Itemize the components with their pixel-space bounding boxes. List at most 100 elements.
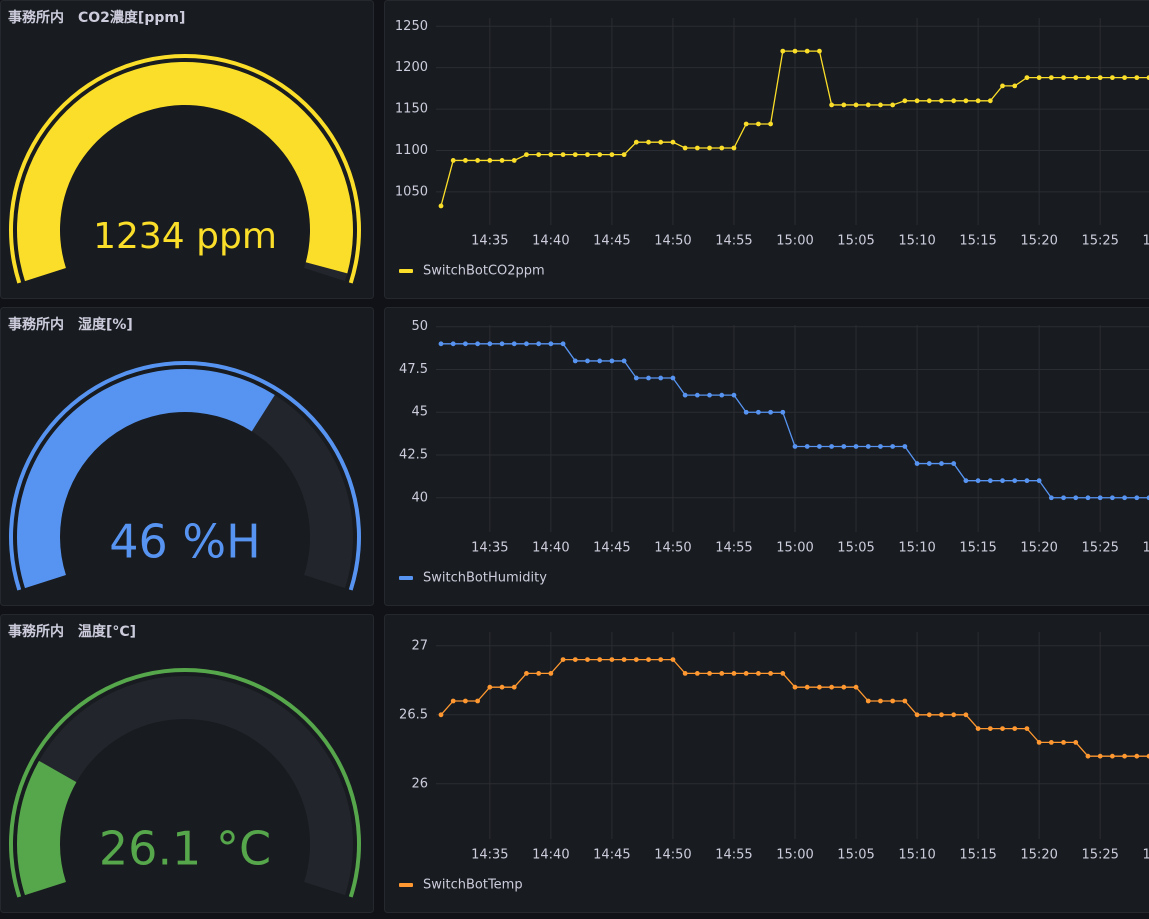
data-point	[1012, 478, 1018, 484]
data-point	[1061, 495, 1066, 501]
data-point	[1073, 740, 1079, 745]
data-point	[743, 121, 749, 127]
data-point	[743, 671, 749, 676]
data-point	[1048, 75, 1054, 81]
x-tick-label: 15:30	[1142, 234, 1149, 249]
data-point	[1134, 753, 1140, 759]
data-point	[1048, 495, 1054, 501]
data-point	[646, 657, 651, 662]
x-tick-label: 15:00	[776, 541, 813, 556]
x-tick-label: 15:00	[776, 234, 813, 249]
panel-title: 事務所内 温度[°C]	[8, 623, 136, 640]
data-point	[804, 444, 810, 449]
data-point	[463, 158, 468, 163]
data-point	[1146, 75, 1149, 81]
data-point	[1036, 478, 1042, 484]
data-point	[450, 158, 456, 163]
data-point	[975, 478, 981, 484]
data-point	[646, 375, 651, 381]
x-tick-label: 15:15	[959, 541, 996, 556]
data-point	[926, 461, 932, 466]
x-tick-label: 15:15	[959, 234, 996, 249]
data-point	[487, 341, 493, 347]
gauge-label: 46 %H	[109, 515, 260, 569]
data-point	[841, 444, 847, 449]
y-tick-label: 40	[411, 490, 428, 505]
data-point	[1109, 495, 1115, 501]
data-point	[658, 375, 664, 381]
x-tick-label: 14:40	[532, 848, 569, 863]
x-tick-label: 15:20	[1020, 848, 1057, 863]
data-point	[682, 671, 688, 676]
y-tick-label: 27	[411, 638, 428, 653]
data-point	[902, 98, 908, 104]
data-point	[572, 657, 578, 662]
x-tick-label: 14:40	[532, 234, 569, 249]
data-point	[853, 444, 859, 449]
data-point	[1109, 75, 1115, 81]
panel	[0, 307, 374, 606]
data-point	[694, 392, 700, 398]
x-tick-label: 14:45	[593, 541, 630, 556]
data-point	[731, 392, 737, 398]
legend-label: SwitchBotHumidity	[423, 571, 547, 586]
y-tick-label: 1200	[395, 60, 428, 75]
y-tick-label: 1250	[395, 19, 428, 34]
data-point	[463, 341, 468, 347]
gauge-value	[17, 760, 77, 896]
data-point	[890, 444, 896, 449]
data-point	[731, 145, 737, 151]
data-point	[670, 139, 676, 145]
data-point	[694, 145, 700, 151]
data-point	[536, 671, 542, 676]
data-point	[914, 98, 920, 104]
data-point	[890, 698, 896, 704]
data-point	[1146, 753, 1149, 759]
data-point	[585, 152, 590, 158]
data-point	[621, 657, 627, 662]
data-point	[572, 358, 578, 364]
data-point	[939, 712, 944, 718]
panel-title: 事務所内 湿度[%]	[8, 316, 133, 333]
data-point	[475, 158, 481, 163]
data-point	[1012, 726, 1018, 731]
x-tick-label: 15:05	[837, 848, 874, 863]
data-point	[963, 478, 969, 484]
data-point	[1000, 83, 1005, 89]
x-tick-label: 14:50	[654, 234, 691, 249]
y-tick-label: 47.5	[399, 362, 428, 377]
data-point	[536, 152, 542, 158]
data-point	[438, 203, 444, 209]
data-point	[633, 139, 639, 145]
x-tick-label: 15:05	[837, 234, 874, 249]
data-point	[951, 98, 957, 104]
data-point	[951, 461, 957, 466]
data-point	[511, 684, 517, 690]
data-point	[1012, 83, 1018, 89]
data-point	[829, 102, 835, 108]
data-point	[1097, 753, 1103, 759]
data-point	[853, 684, 859, 690]
data-point	[548, 671, 554, 676]
y-tick-label: 26	[411, 776, 428, 791]
x-tick-label: 14:45	[593, 234, 630, 249]
data-point	[524, 152, 529, 158]
panel	[384, 0, 1149, 299]
data-point	[865, 444, 871, 449]
legend-swatch	[399, 883, 413, 887]
legend-label: SwitchBotCO2ppm	[423, 264, 545, 279]
x-tick-label: 14:55	[715, 541, 752, 556]
panel	[384, 307, 1149, 606]
data-point	[487, 684, 493, 690]
x-tick-label: 14:35	[471, 848, 508, 863]
data-point	[1024, 478, 1030, 484]
data-point	[682, 145, 688, 151]
data-point	[646, 139, 651, 145]
data-point	[987, 726, 993, 731]
data-point	[719, 145, 725, 151]
data-point	[1122, 753, 1127, 759]
data-point	[817, 684, 822, 690]
gauge-value	[16, 368, 275, 589]
legend-swatch	[399, 269, 413, 273]
